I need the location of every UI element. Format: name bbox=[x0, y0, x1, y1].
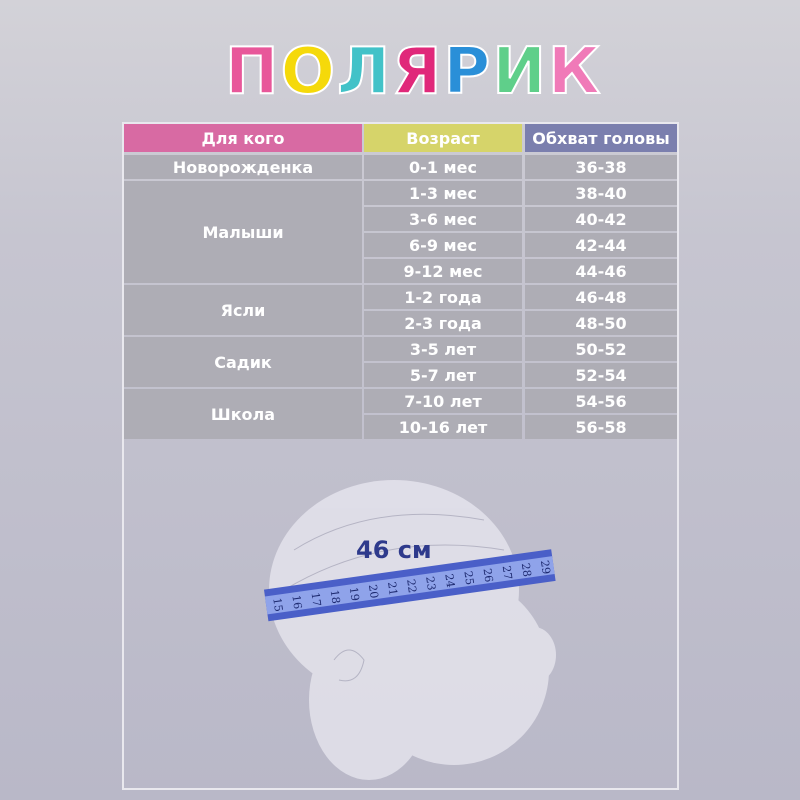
head-size-cell: 52-54 bbox=[525, 363, 677, 387]
tape-number: 17 bbox=[309, 592, 324, 608]
logo-letter: О bbox=[280, 34, 337, 110]
tape-number: 22 bbox=[404, 578, 419, 594]
age-cell: 6-9 мес bbox=[364, 233, 522, 257]
age-cell: 3-5 лет bbox=[364, 337, 522, 361]
baby-head-illustration: 46 см 15 16 17 18 19 20 21 22 23 24 25 26 27 28 29 bbox=[124, 440, 677, 788]
measurement-label: 46 см bbox=[356, 536, 432, 564]
age-cell: 2-3 года bbox=[364, 311, 522, 335]
logo-letter: К bbox=[547, 34, 603, 110]
age-cell: 7-10 лет bbox=[364, 389, 522, 413]
head-size-cell: 44-46 bbox=[525, 259, 677, 283]
tape-number: 24 bbox=[442, 573, 457, 589]
tape-number: 26 bbox=[481, 567, 496, 583]
age-cell: 5-7 лет bbox=[364, 363, 522, 387]
tape-number: 27 bbox=[500, 565, 515, 581]
tape-number: 18 bbox=[328, 589, 343, 605]
group-label: Школа bbox=[124, 389, 362, 439]
age-cell: 3-6 мес bbox=[364, 207, 522, 231]
age-cell: 0-1 мес bbox=[364, 155, 522, 179]
tape-number: 21 bbox=[385, 581, 400, 597]
logo-letter: Л bbox=[336, 34, 393, 110]
age-cell: 1-2 года bbox=[364, 285, 522, 309]
tape-number: 29 bbox=[538, 559, 553, 575]
group-label: Новорожденка bbox=[124, 155, 362, 179]
logo-letter: Р bbox=[442, 34, 493, 110]
tape-number: 16 bbox=[289, 594, 304, 610]
head-size-cell: 36-38 bbox=[525, 155, 677, 179]
head-size-cell: 46-48 bbox=[525, 285, 677, 309]
group-label: Садик bbox=[124, 337, 362, 387]
logo-letter: П bbox=[224, 34, 281, 110]
age-cell: 10-16 лет bbox=[364, 415, 522, 439]
brand-logo: ПОЛЯРИК bbox=[224, 15, 601, 120]
head-size-cell: 48-50 bbox=[525, 311, 677, 335]
tape-number: 15 bbox=[270, 597, 285, 613]
column-header: Для кого bbox=[124, 124, 362, 152]
head-size-cell: 40-42 bbox=[525, 207, 677, 231]
tape-number: 25 bbox=[461, 570, 476, 586]
age-cell: 1-3 мес bbox=[364, 181, 522, 205]
head-size-cell: 42-44 bbox=[525, 233, 677, 257]
tape-number: 23 bbox=[423, 575, 438, 591]
head-size-cell: 56-58 bbox=[525, 415, 677, 439]
tape-number: 28 bbox=[519, 562, 534, 578]
group-label: Ясли bbox=[124, 285, 362, 335]
age-cell: 9-12 мес bbox=[364, 259, 522, 283]
tape-number: 20 bbox=[366, 584, 381, 600]
head-size-cell: 50-52 bbox=[525, 337, 677, 361]
logo-lettering: ПОЛЯРИК bbox=[224, 34, 601, 110]
logo-letter: Я bbox=[391, 34, 444, 110]
head-size-cell: 54-56 bbox=[525, 389, 677, 413]
column-header: Возраст bbox=[364, 124, 522, 152]
group-label: Малыши bbox=[124, 181, 362, 283]
head-size-cell: 38-40 bbox=[525, 181, 677, 205]
logo-letter: И bbox=[491, 34, 548, 110]
tape-number: 19 bbox=[347, 586, 362, 602]
column-header: Обхват головы bbox=[525, 124, 677, 152]
size-chart-frame bbox=[122, 122, 679, 790]
